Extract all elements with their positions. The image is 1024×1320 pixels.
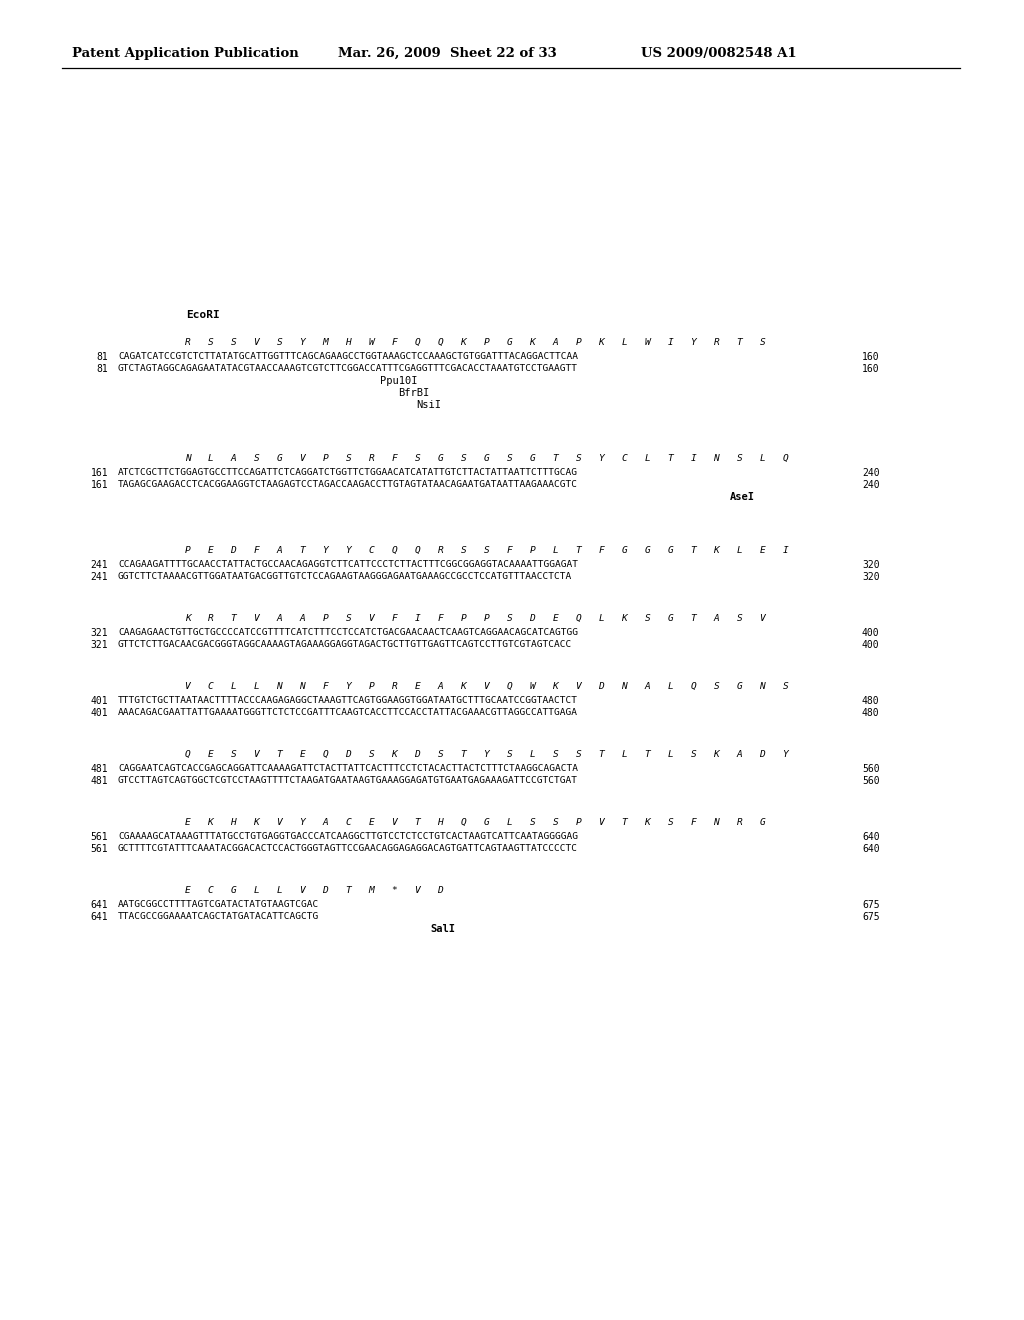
Text: 81: 81 — [96, 364, 108, 374]
Text: TTTGTCTGCTTAATAACTTTTACCCAAGAGAGGCTAAAGTTCAGTGGAAGGTGGATAATGCTTTGCAATCCGGTAACTCT: TTTGTCTGCTTAATAACTTTTACCCAAGAGAGGCTAAAGT… — [118, 696, 578, 705]
Text: NsiI: NsiI — [416, 400, 441, 411]
Text: CAGATCATCCGTCTCTTATATGCATTGGTTTCAGCAGAAGCCTGGTAAAGCTCCAAAGCTGTGGATTTACAGGACTTCAA: CAGATCATCCGTCTCTTATATGCATTGGTTTCAGCAGAAG… — [118, 352, 578, 360]
Text: CAGGAATCAGTCACCGAGCAGGATTCAAAAGATTCTACTTATTCACTTTCCTCTACACTTACTCTTTCTAAGGCAGACTA: CAGGAATCAGTCACCGAGCAGGATTCAAAAGATTCTACTT… — [118, 764, 578, 774]
Text: 481: 481 — [90, 776, 108, 785]
Text: 480: 480 — [862, 708, 880, 718]
Text: GCTTTTCGTATTTCAAATACGGACACTCCACTGGGTAGTTCCGAACAGGAGAGGACAGTGATTCAGTAAGTTATCCCCTC: GCTTTTCGTATTTCAAATACGGACACTCCACTGGGTAGTT… — [118, 843, 578, 853]
Text: 320: 320 — [862, 572, 880, 582]
Text: 401: 401 — [90, 708, 108, 718]
Text: 561: 561 — [90, 843, 108, 854]
Text: GTCTAGTAGGCAGAGAATATACGTAACCAAAGTCGTCTTCGGACCATTTCGAGGTTTCGACACCTAAATGTCCTGAAGTT: GTCTAGTAGGCAGAGAATATACGTAACCAAAGTCGTCTTC… — [118, 364, 578, 374]
Text: 321: 321 — [90, 640, 108, 649]
Text: 561: 561 — [90, 832, 108, 842]
Text: P   E   D   F   A   T   Y   Y   C   Q   Q   R   S   S   F   P   L   T   F   G   : P E D F A T Y Y C Q Q R S S F P L T F G — [185, 546, 788, 554]
Text: GGTCTTCTAAAACGTTGGATAATGACGGTTGTCTCCAGAAGTAAGGGAGAATGAAAGCCGCCTCCATGTTTAACCTCTA: GGTCTTCTAAAACGTTGGATAATGACGGTTGTCTCCAGAA… — [118, 572, 572, 581]
Text: 675: 675 — [862, 900, 880, 909]
Text: 241: 241 — [90, 560, 108, 570]
Text: TTACGCCGGAAAATCAGCTATGATACATTCAGCTG: TTACGCCGGAAAATCAGCTATGATACATTCAGCTG — [118, 912, 319, 921]
Text: 240: 240 — [862, 480, 880, 490]
Text: 81: 81 — [96, 352, 108, 362]
Text: AseI: AseI — [730, 492, 755, 502]
Text: 675: 675 — [862, 912, 880, 921]
Text: 320: 320 — [862, 560, 880, 570]
Text: 160: 160 — [862, 352, 880, 362]
Text: 241: 241 — [90, 572, 108, 582]
Text: 560: 560 — [862, 776, 880, 785]
Text: AATGCGGCCTTTTAGTCGATACTATGTAAGTCGAC: AATGCGGCCTTTTAGTCGATACTATGTAAGTCGAC — [118, 900, 319, 909]
Text: Patent Application Publication: Patent Application Publication — [72, 48, 299, 59]
Text: 481: 481 — [90, 764, 108, 774]
Text: Mar. 26, 2009  Sheet 22 of 33: Mar. 26, 2009 Sheet 22 of 33 — [338, 48, 557, 59]
Text: AAACAGACGAATTATTGAAAATGGGTTCTCTCCGATTTCAAGTCACCTTCCACCTATTACGAAACGTTAGGCCATTGAGA: AAACAGACGAATTATTGAAAATGGGTTCTCTCCGATTTCA… — [118, 708, 578, 717]
Text: K   R   T   V   A   A   P   S   V   F   I   F   P   P   S   D   E   Q   L   K   : K R T V A A P S V F I F P P S D E Q L K — [185, 614, 766, 623]
Text: 641: 641 — [90, 912, 108, 921]
Text: 641: 641 — [90, 900, 108, 909]
Text: Ppu10I: Ppu10I — [380, 376, 418, 385]
Text: TAGAGCGAAGACCTCACGGAAGGTCTAAGAGTCCTAGACCAAGACCTTGTAGTATAACAGAATGATAATTAAGAAACGTC: TAGAGCGAAGACCTCACGGAAGGTCTAAGAGTCCTAGACC… — [118, 480, 578, 488]
Text: V   C   L   L   N   N   F   Y   P   R   E   A   K   V   Q   W   K   V   D   N   : V C L L N N F Y P R E A K V Q W K V D N — [185, 682, 788, 690]
Text: BfrBI: BfrBI — [398, 388, 429, 399]
Text: US 2009/0082548 A1: US 2009/0082548 A1 — [641, 48, 797, 59]
Text: 321: 321 — [90, 628, 108, 638]
Text: 400: 400 — [862, 628, 880, 638]
Text: 160: 160 — [862, 364, 880, 374]
Text: E   C   G   L   L   V   D   T   M   *   V   D: E C G L L V D T M * V D — [185, 886, 443, 895]
Text: Q   E   S   V   T   E   Q   D   S   K   D   S   T   Y   S   L   S   S   T   L   : Q E S V T E Q D S K D S T Y S L S S T L — [185, 750, 788, 759]
Text: CCAGAAGATTTTGCAACCTATTACTGCCAACAGAGGTCTTCATTCCCTCTTACTTTCGGCGGAGGTACAAAATTGGAGAT: CCAGAAGATTTTGCAACCTATTACTGCCAACAGAGGTCTT… — [118, 560, 578, 569]
Text: 560: 560 — [862, 764, 880, 774]
Text: 480: 480 — [862, 696, 880, 706]
Text: CGAAAAGCATAAAGTTTATGCCTGTGAGGTGACCCATCAAGGCTTGTCCTCTCCTGTCACTAAGTCATTCAATAGGGGAG: CGAAAAGCATAAAGTTTATGCCTGTGAGGTGACCCATCAA… — [118, 832, 578, 841]
Text: 161: 161 — [90, 480, 108, 490]
Text: 161: 161 — [90, 469, 108, 478]
Text: 401: 401 — [90, 696, 108, 706]
Text: 640: 640 — [862, 832, 880, 842]
Text: E   K   H   K   V   Y   A   C   E   V   T   H   Q   G   L   S   S   P   V   T   : E K H K V Y A C E V T H Q G L S S P V T — [185, 818, 766, 828]
Text: N   L   A   S   G   V   P   S   R   F   S   G   S   G   S   G   T   S   Y   C   : N L A S G V P S R F S G S G S G T S Y C — [185, 454, 788, 463]
Text: ATCTCGCTTCTGGAGTGCCTTCCAGATTCTCAGGATCTGGTTCTGGAACATCATATTGTCTTACTATTAATTCTTTGCAG: ATCTCGCTTCTGGAGTGCCTTCCAGATTCTCAGGATCTGG… — [118, 469, 578, 477]
Text: R   S   S   V   S   Y   M   H   W   F   Q   Q   K   P   G   K   A   P   K   L   : R S S V S Y M H W F Q Q K P G K A P K L — [185, 338, 766, 347]
Text: CAAGAGAACTGTTGCTGCCCCATCCGTTTTCATCTTTCCTCCATCTGACGAACAACTCAAGTCAGGAACAGCATCAGTGG: CAAGAGAACTGTTGCTGCCCCATCCGTTTTCATCTTTCCT… — [118, 628, 578, 638]
Text: EcoRI: EcoRI — [186, 310, 220, 319]
Text: 640: 640 — [862, 843, 880, 854]
Text: SalI: SalI — [430, 924, 455, 935]
Text: GTCCTTAGTCAGTGGCTCGTCCTAAGTTTTCTAAGATGAATAAGTGAAAGGAGATGTGAATGAGAAAGATTCCGTCTGAT: GTCCTTAGTCAGTGGCTCGTCCTAAGTTTTCTAAGATGAA… — [118, 776, 578, 785]
Text: GTTCTCTTGACAACGACGGGTAGGCAAAAGTAGAAAGGAGGTAGACTGCTTGTTGAGTTCAGTCCTTGTCGTAGTCACC: GTTCTCTTGACAACGACGGGTAGGCAAAAGTAGAAAGGAG… — [118, 640, 572, 649]
Text: 240: 240 — [862, 469, 880, 478]
Text: 400: 400 — [862, 640, 880, 649]
